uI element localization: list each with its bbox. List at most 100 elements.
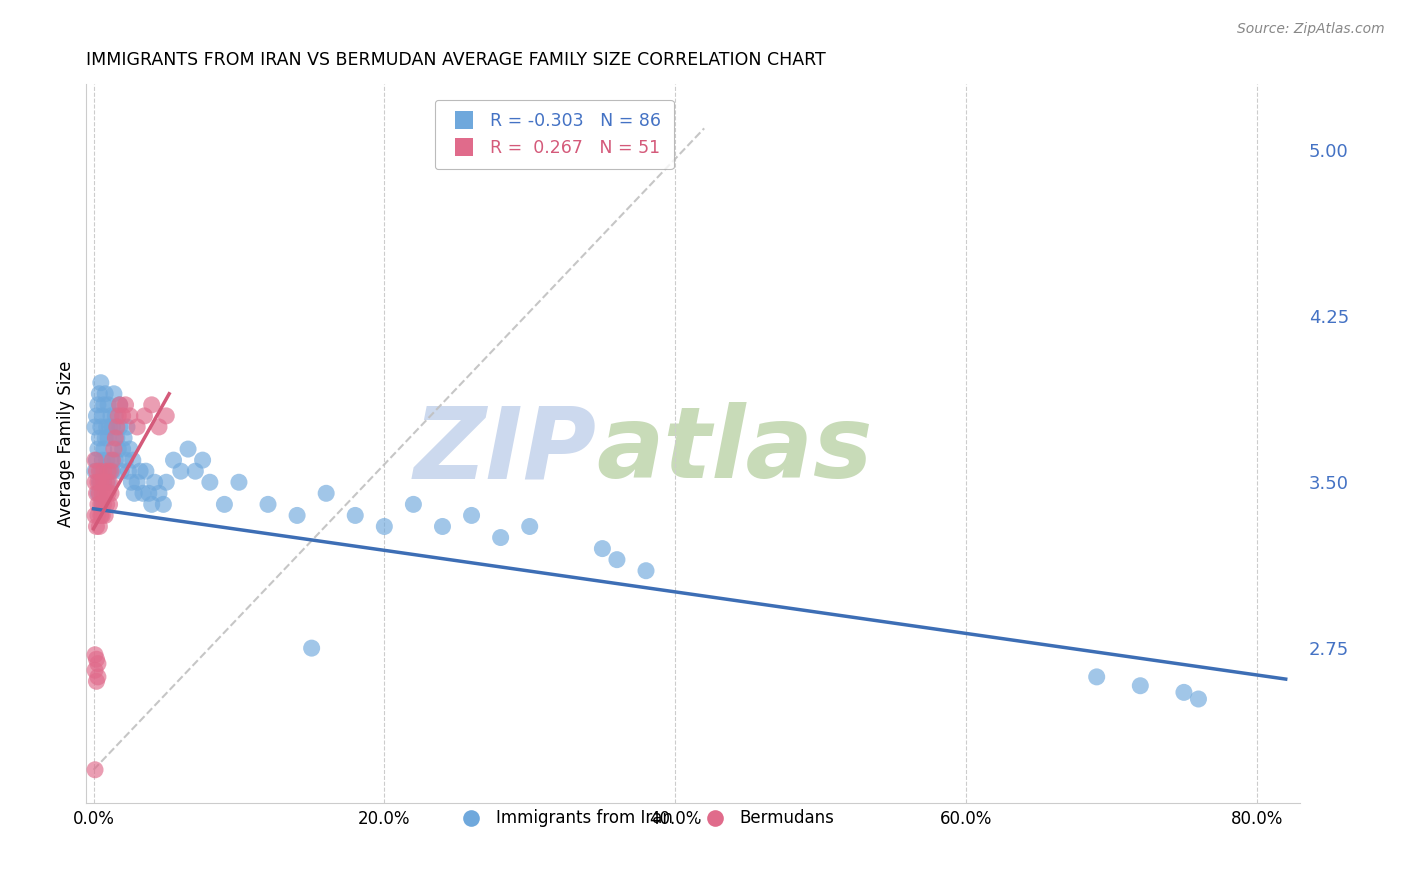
Point	[86, 652, 108, 666]
Point	[115, 420, 138, 434]
Point	[100, 409, 122, 423]
Point	[162, 453, 184, 467]
Point	[86, 409, 108, 423]
Point	[86, 453, 108, 467]
Point	[1085, 670, 1108, 684]
Point	[519, 519, 541, 533]
Point	[152, 497, 174, 511]
Point	[98, 420, 121, 434]
Point	[143, 475, 166, 490]
Point	[108, 398, 131, 412]
Point	[141, 398, 163, 412]
Point	[121, 453, 143, 467]
Point	[114, 453, 136, 467]
Point	[120, 475, 142, 490]
Point	[90, 497, 112, 511]
Point	[257, 497, 280, 511]
Point	[84, 464, 107, 478]
Point	[94, 386, 117, 401]
Point	[87, 508, 110, 523]
Point	[93, 442, 115, 456]
Point	[97, 464, 120, 478]
Point	[108, 420, 131, 434]
Point	[84, 663, 107, 677]
Point	[100, 464, 122, 478]
Point	[87, 657, 110, 671]
Point	[101, 453, 124, 467]
Point	[87, 486, 110, 500]
Point	[118, 442, 141, 456]
Point	[129, 464, 152, 478]
Point	[1187, 692, 1209, 706]
Point	[89, 431, 111, 445]
Point	[84, 508, 107, 523]
Point	[103, 386, 125, 401]
Point	[93, 475, 115, 490]
Point	[127, 475, 149, 490]
Point	[96, 497, 118, 511]
Text: IMMIGRANTS FROM IRAN VS BERMUDAN AVERAGE FAMILY SIZE CORRELATION CHART: IMMIGRANTS FROM IRAN VS BERMUDAN AVERAGE…	[86, 51, 827, 69]
Point	[101, 420, 124, 434]
Point	[104, 409, 127, 423]
Point	[97, 486, 120, 500]
Point	[177, 442, 200, 456]
Point	[591, 541, 613, 556]
Point	[94, 508, 117, 523]
Point	[90, 508, 112, 523]
Point	[155, 409, 177, 423]
Point	[91, 508, 114, 523]
Point	[373, 519, 395, 533]
Point	[107, 409, 129, 423]
Point	[98, 497, 121, 511]
Point	[93, 497, 115, 511]
Point	[90, 464, 112, 478]
Point	[96, 453, 118, 467]
Point	[98, 464, 121, 478]
Point	[111, 442, 134, 456]
Point	[191, 453, 214, 467]
Point	[96, 475, 118, 490]
Text: Source: ZipAtlas.com: Source: ZipAtlas.com	[1237, 22, 1385, 37]
Point	[104, 431, 127, 445]
Point	[101, 464, 124, 478]
Point	[228, 475, 250, 490]
Point	[214, 497, 236, 511]
Point	[606, 552, 628, 566]
Point	[107, 442, 129, 456]
Point	[98, 475, 121, 490]
Point	[89, 486, 111, 500]
Point	[127, 420, 149, 434]
Y-axis label: Average Family Size: Average Family Size	[58, 360, 75, 527]
Legend: Immigrants from Iran, Bermudans: Immigrants from Iran, Bermudans	[449, 803, 841, 834]
Point	[135, 464, 157, 478]
Point	[84, 763, 107, 777]
Text: ZIP: ZIP	[413, 402, 596, 500]
Point	[84, 648, 107, 662]
Point	[91, 497, 114, 511]
Point	[100, 453, 122, 467]
Point	[89, 386, 111, 401]
Point	[91, 409, 114, 423]
Point	[198, 475, 221, 490]
Point	[97, 431, 120, 445]
Point	[344, 508, 367, 523]
Point	[111, 409, 134, 423]
Point	[84, 453, 107, 467]
Point	[90, 475, 112, 490]
Point	[96, 420, 118, 434]
Point	[89, 475, 111, 490]
Point	[134, 409, 156, 423]
Point	[93, 464, 115, 478]
Point	[432, 519, 454, 533]
Point	[285, 508, 308, 523]
Point	[460, 508, 482, 523]
Point	[118, 409, 141, 423]
Point	[90, 420, 112, 434]
Point	[93, 398, 115, 412]
Point	[93, 475, 115, 490]
Point	[148, 420, 170, 434]
Point	[84, 420, 107, 434]
Point	[184, 464, 207, 478]
Point	[104, 453, 127, 467]
Point	[301, 641, 323, 656]
